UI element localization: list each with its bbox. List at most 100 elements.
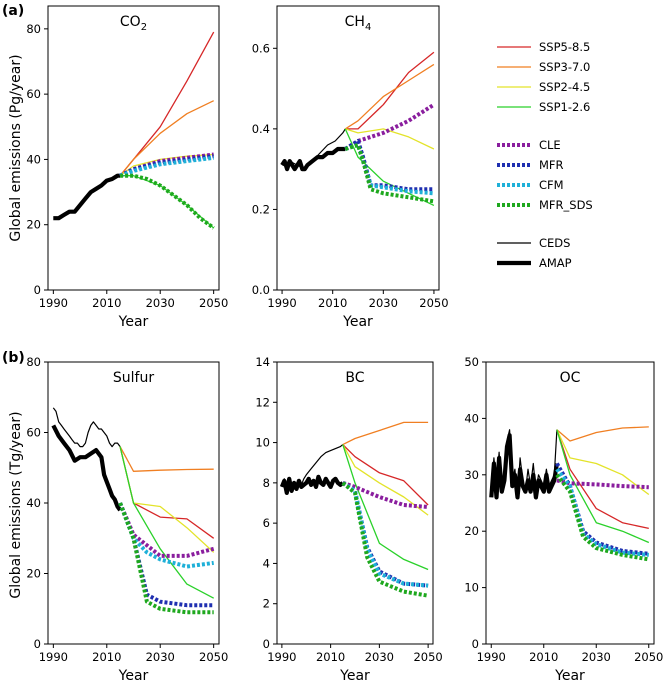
legend-label: SSP3-7.0 (539, 60, 590, 74)
oc-axes-frame (485, 361, 655, 645)
ch4-series-amap (280, 146, 346, 172)
co2-xtick-label: 1990 (39, 296, 68, 310)
sulfur-ytick-label: 60 (26, 426, 41, 440)
legend-item-mfr-sds: MFR_SDS (497, 198, 593, 212)
bc-ytick-label: 2 (263, 597, 270, 611)
co2-xtick-label: 2050 (199, 296, 228, 310)
sulfur-ytick-label: 0 (34, 637, 41, 651)
ch4-xtick-label: 2010 (318, 296, 347, 310)
oc-ytick-label: 50 (464, 355, 479, 369)
ch4-xtick-label: 2030 (369, 296, 398, 310)
bc-xtick-label: 2050 (413, 650, 442, 664)
bc-xtick-label: 2030 (365, 650, 394, 664)
bc-ytick-label: 6 (263, 516, 270, 530)
sulfur-chart: 1990 2010 2030 2050 0 20 40 60 80 Year Sulfur (26, 355, 228, 684)
sulfur-series-mfr-sds (118, 502, 214, 615)
ch4-xtick-label: 1990 (267, 296, 296, 310)
co2-title: CO2 (120, 14, 147, 33)
sulfur-series-amap (51, 424, 122, 512)
oc-xtick-label: 2050 (634, 650, 663, 664)
bc-series-amap (279, 474, 345, 495)
sulfur-series-ssp1-2-6 (119, 446, 215, 599)
sulfur-xlabel: Year (118, 668, 149, 684)
oc-series-amap (489, 433, 559, 500)
co2-series-ssp5-8-5 (119, 31, 215, 177)
sulfur-ytick-label: 80 (26, 355, 41, 369)
oc-series-ssp1-2-6 (556, 429, 650, 544)
co2-xlabel: Year (118, 314, 149, 330)
bc-ytick-label: 14 (255, 355, 270, 369)
ylabel-b: Global emissions (Tg/year) (8, 411, 24, 598)
co2-series-cfm (119, 155, 214, 178)
oc-series-ssp3-7-0 (556, 426, 649, 442)
sulfur-ytick-label: 20 (26, 567, 41, 581)
oc-xtick-label: 2010 (529, 650, 558, 664)
oc-xlabel: Year (554, 668, 585, 684)
bc-title: BC (345, 370, 364, 386)
ch4-title: CH4 (345, 14, 372, 33)
sulfur-series-ssp3-7-0 (119, 446, 214, 472)
bc-ytick-label: 4 (263, 556, 270, 570)
co2-xtick-label: 2030 (146, 296, 175, 310)
legend-item-ssp5-8-5: SSP5-8.5 (497, 40, 590, 54)
bc-ytick-label: 12 (255, 395, 270, 409)
oc-series-cfm (555, 467, 649, 557)
oc-xtick-label: 1990 (477, 650, 506, 664)
bc-series-ssp2-4-5 (342, 444, 429, 516)
co2-series-amap (53, 173, 121, 221)
legend-label: CLE (539, 138, 561, 152)
ch4-xlabel: Year (342, 314, 373, 330)
ch4-ytick-label: 0.6 (252, 41, 270, 55)
bc-series-ssp3-7-0 (342, 421, 429, 446)
bc-ytick-label: 8 (263, 476, 270, 490)
oc-ytick-label: 20 (464, 524, 479, 538)
legend-label: SSP2-4.5 (539, 80, 590, 94)
legend-item-ssp3-7-0: SSP3-7.0 (497, 60, 590, 74)
oc-series-mfr-sds (555, 473, 650, 562)
panel-b-label: (b) (2, 350, 25, 366)
legend-label: CFM (539, 178, 564, 192)
bc-xtick-label: 1990 (267, 650, 296, 664)
co2-series-ssp1-2-6 (120, 175, 215, 229)
co2-axes-frame (47, 5, 220, 291)
oc-series-ssp5-8-5 (556, 429, 649, 530)
oc-ytick-label: 30 (464, 468, 479, 482)
oc-ytick-label: 40 (464, 411, 479, 425)
sulfur-xtick-label: 2050 (199, 650, 228, 664)
legend-item-cfm: CFM (497, 178, 564, 192)
legend-item-ssp2-4-5: SSP2-4.5 (497, 80, 590, 94)
ch4-ytick-label: 0.4 (252, 122, 270, 136)
sulfur-series-cle (118, 502, 215, 558)
sulfur-xtick-label: 2030 (146, 650, 175, 664)
panel-a-label: (a) (2, 3, 24, 19)
bc-chart: 1990 2010 2030 2050 0 2 4 6 8 10 12 14 Year BC (255, 355, 442, 684)
oc-ytick-label: 10 (464, 581, 479, 595)
bc-axes-frame (276, 361, 434, 645)
sulfur-xtick-label: 2010 (92, 650, 121, 664)
sulfur-title: Sulfur (113, 370, 154, 386)
bc-ytick-label: 0 (263, 637, 270, 651)
oc-xtick-label: 2030 (582, 650, 611, 664)
ch4-xtick-label: 2050 (419, 296, 448, 310)
oc-title: OC (560, 370, 581, 386)
bc-ytick-label: 10 (255, 436, 270, 450)
legend-item-ssp1-2-6: SSP1-2.6 (497, 100, 590, 114)
legend-label: SSP5-8.5 (539, 40, 590, 54)
co2-ytick-label: 20 (26, 218, 41, 232)
legend-label: MFR_SDS (539, 198, 593, 212)
co2-ytick-label: 80 (26, 22, 41, 36)
sulfur-ytick-label: 40 (26, 496, 41, 510)
co2-chart: 1990 2010 2030 2050 0 20 40 60 80 Year CO2 (26, 5, 228, 330)
sulfur-xtick-label: 1990 (39, 650, 68, 664)
co2-series-ssp3-7-0 (119, 100, 214, 177)
legend-label: SSP1-2.6 (539, 100, 590, 114)
ylabel-a: Global emissions (Pg/year) (8, 54, 24, 241)
bc-xlabel: Year (339, 668, 370, 684)
ch4-chart: 1990 2010 2030 2050 0.0 0.2 0.4 0.6 Year CH4 (252, 5, 449, 330)
co2-ytick-label: 60 (26, 87, 41, 101)
legend-label: MFR (539, 158, 564, 172)
legend-label: CEDS (539, 236, 570, 250)
co2-ytick-label: 0 (34, 283, 41, 297)
